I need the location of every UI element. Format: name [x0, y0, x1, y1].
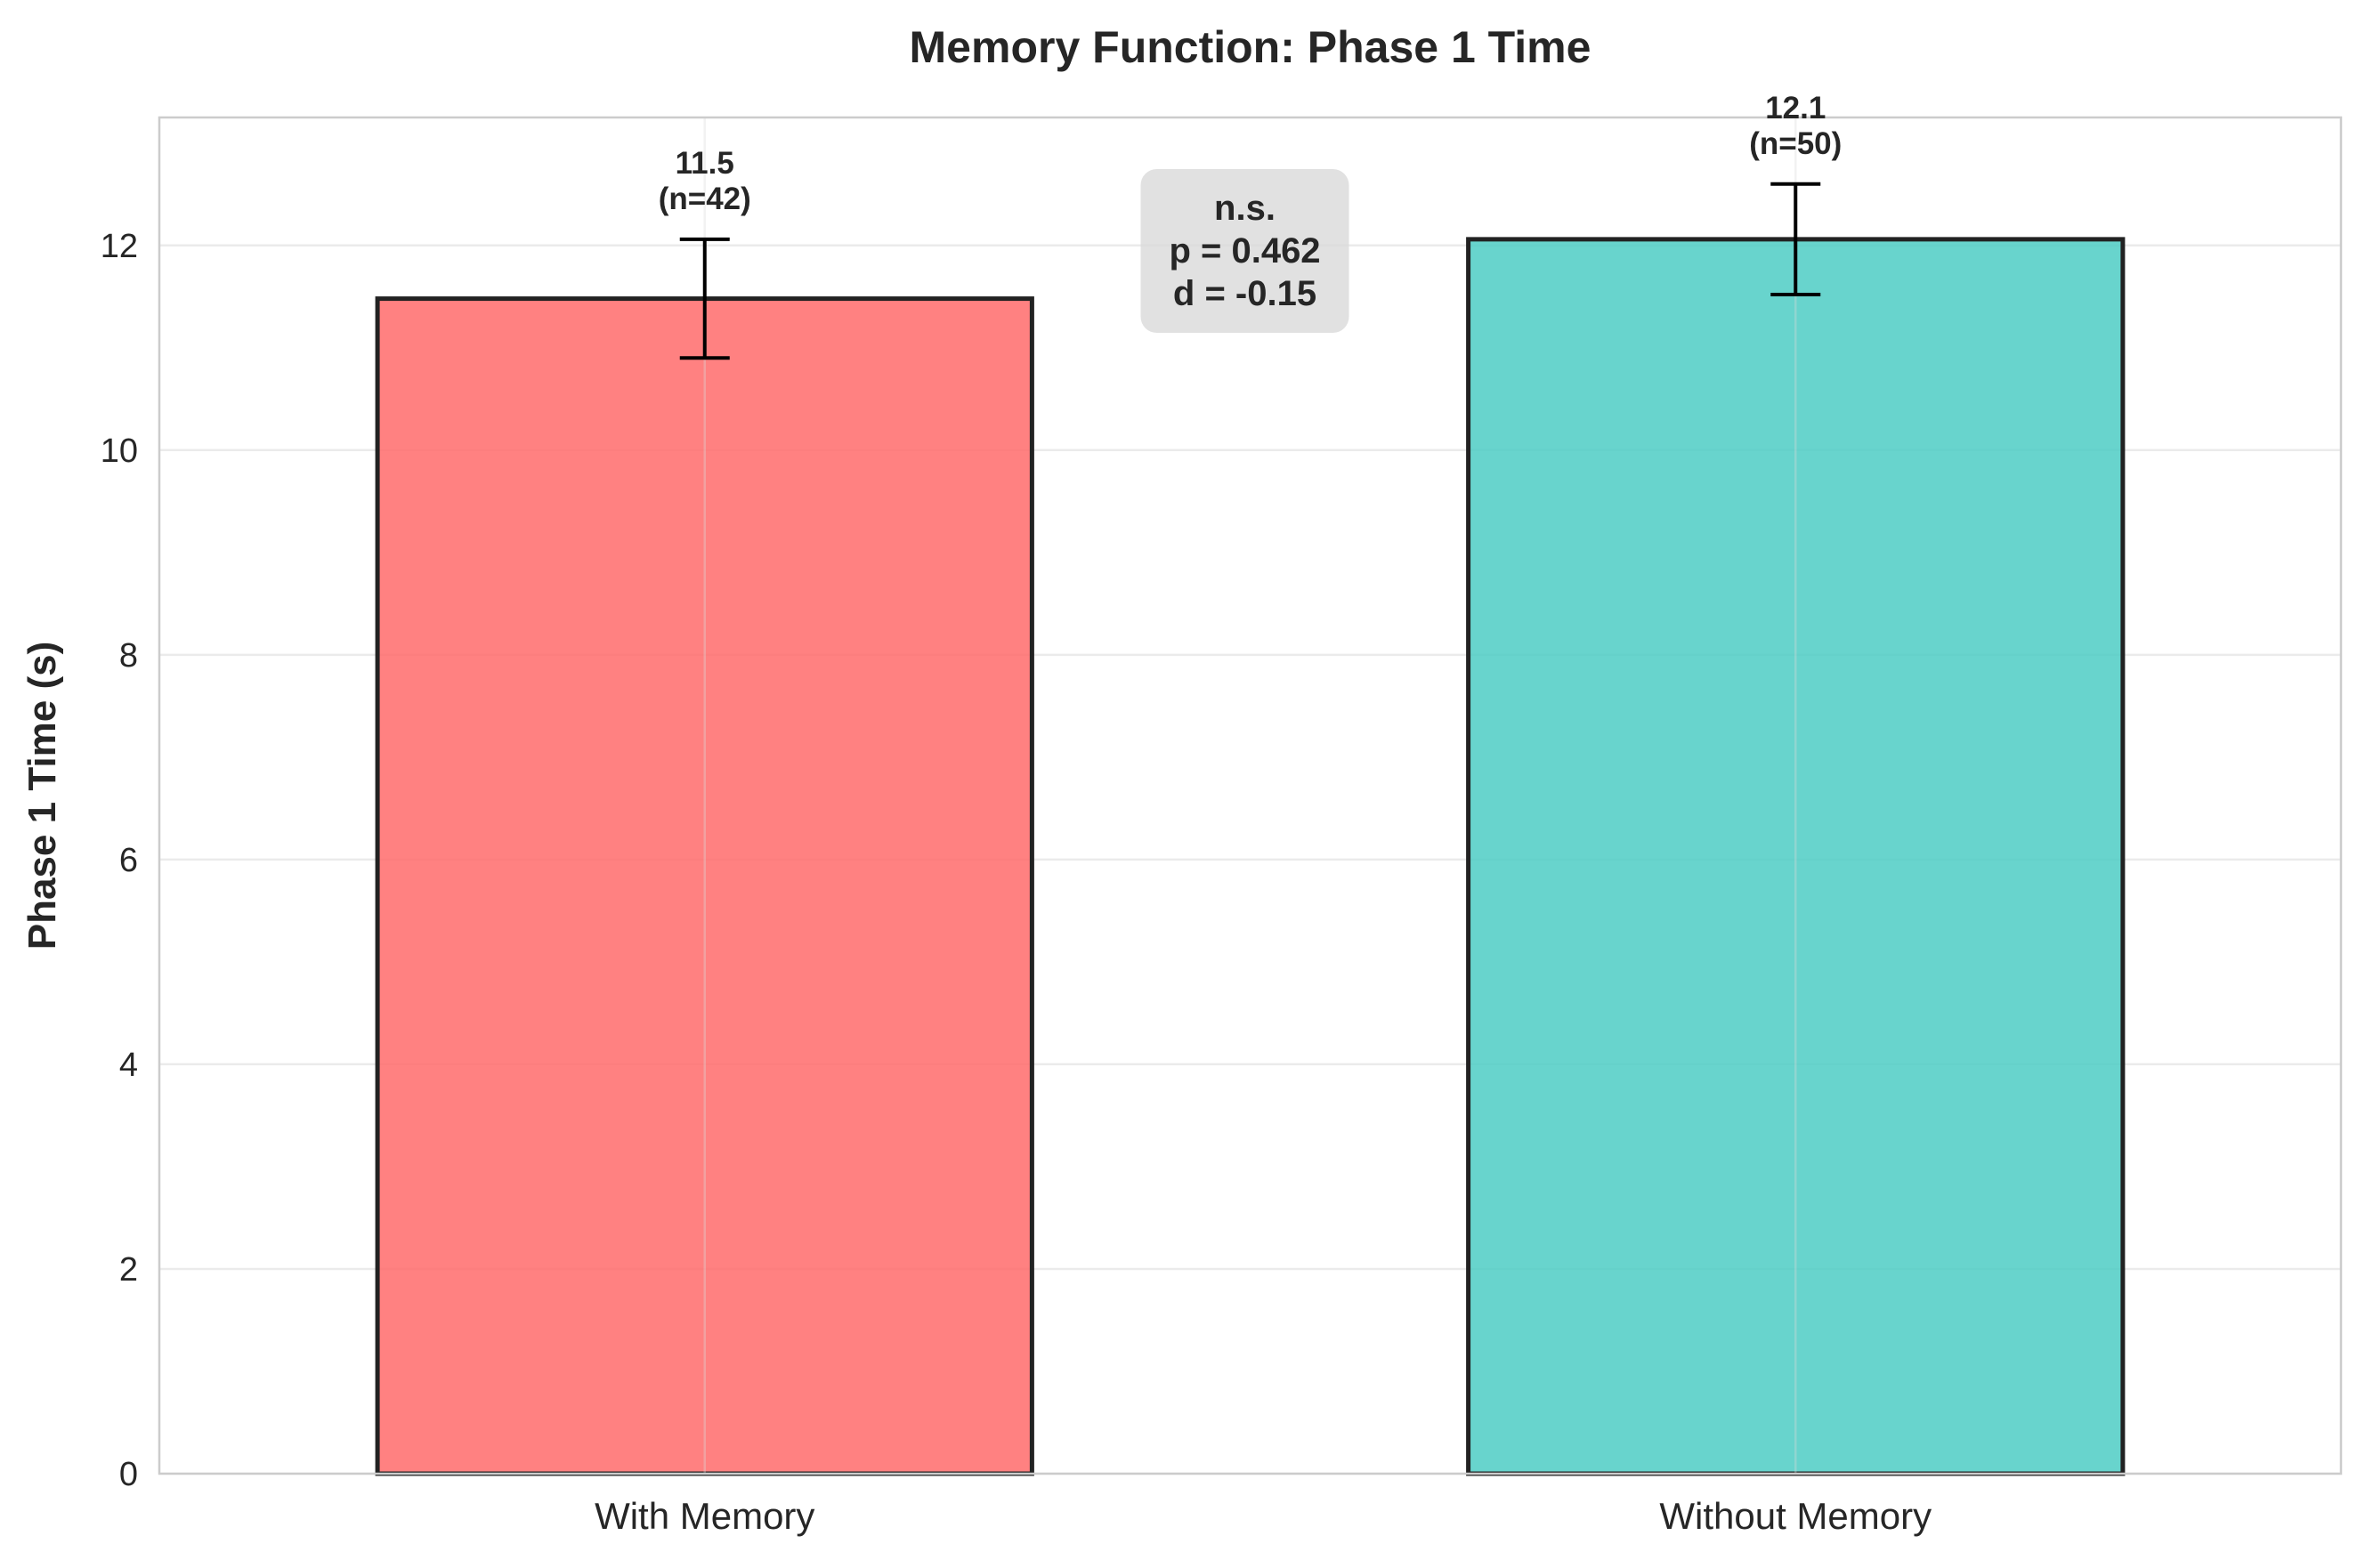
y-tick-label: 12 [101, 228, 138, 265]
stats-line: n.s. [1214, 189, 1276, 228]
y-tick-label: 0 [119, 1456, 138, 1493]
stats-line: d = -0.15 [1173, 274, 1316, 313]
y-tick-label: 6 [119, 842, 138, 879]
x-tick-label: With Memory [595, 1495, 814, 1537]
y-tick-label: 10 [101, 432, 138, 470]
chart-title: Memory Function: Phase 1 Time [910, 22, 1592, 72]
error-bars [679, 182, 1821, 360]
y-tick-label: 8 [119, 637, 138, 675]
data-labels: 11.5(n=42) 12.1(n=50) [659, 91, 1843, 216]
y-axis-ticks: 0 2 4 6 8 10 12 [101, 228, 138, 1493]
data-label-n: (n=50) [1749, 126, 1842, 161]
stats-line: p = 0.462 [1169, 231, 1320, 271]
data-label-value: 12.1 [1765, 91, 1826, 125]
x-axis-ticks: With Memory Without Memory [595, 1495, 1932, 1537]
bars [375, 237, 2126, 1476]
plot-frame [158, 116, 2343, 1475]
y-tick-label: 2 [119, 1251, 138, 1289]
stats-box [1140, 169, 1349, 333]
y-tick-label: 4 [119, 1047, 138, 1084]
data-label-value: 11.5 [676, 146, 734, 181]
bar [1466, 237, 2126, 1476]
data-label-n: (n=42) [659, 182, 751, 216]
x-tick-label: Without Memory [1659, 1495, 1932, 1537]
y-axis-label: Phase 1 Time (s) [20, 642, 64, 950]
